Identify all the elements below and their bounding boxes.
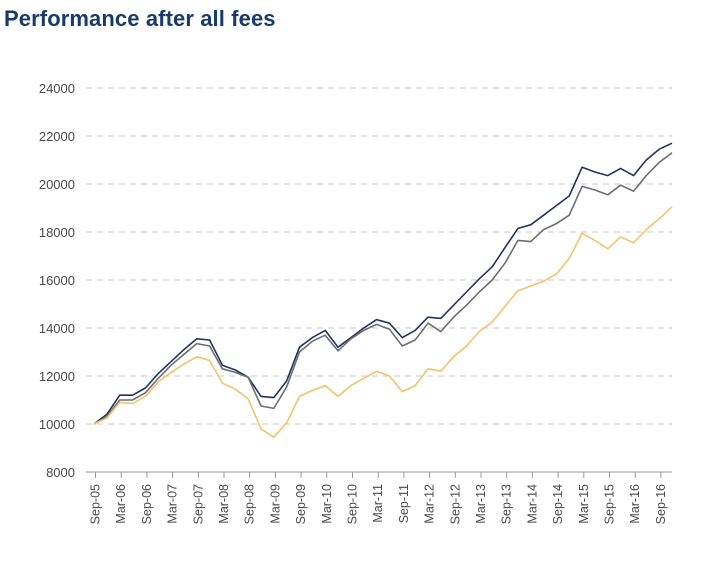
y-tick-label: 16000 <box>39 273 75 288</box>
x-axis-ticks: Sep-05 Mar-06 Sep-06 Mar-07 Sep-07 Mar-08 Sep-… <box>89 472 668 524</box>
x-tick-label: Sep-08 <box>243 484 257 524</box>
x-tick-label: Mar-15 <box>577 484 591 524</box>
x-tick-label: Sep-16 <box>654 484 668 524</box>
x-tick-label: Mar-12 <box>423 484 437 524</box>
series-line-3 <box>93 206 673 438</box>
x-tick-label: Mar-07 <box>166 484 180 524</box>
x-tick-label: Mar-14 <box>525 484 539 524</box>
x-tick-label: Sep-13 <box>500 484 514 524</box>
y-tick-label: 18000 <box>39 225 75 240</box>
x-tick-label: Mar-09 <box>268 484 282 524</box>
y-tick-label: 12000 <box>39 369 75 384</box>
x-tick-label: Sep-15 <box>603 484 617 524</box>
x-tick-label: Sep-09 <box>294 484 308 524</box>
y-tick-label: 14000 <box>39 321 75 336</box>
x-tick-label: Sep-10 <box>346 484 360 524</box>
page-title: Performance after all fees <box>4 6 276 31</box>
y-tick-label: 8000 <box>46 465 75 480</box>
x-tick-label: Sep-12 <box>448 484 462 524</box>
x-tick-label: Mar-10 <box>320 484 334 524</box>
series-line-1 <box>93 142 673 425</box>
x-tick-label: Sep-11 <box>397 484 411 523</box>
x-tick-label: Mar-13 <box>474 484 488 524</box>
x-tick-label: Mar-06 <box>114 484 128 524</box>
series-lines <box>93 142 673 438</box>
y-tick-label: 22000 <box>39 129 75 144</box>
series-line-2 <box>93 152 673 425</box>
x-tick-label: Sep-14 <box>551 484 565 524</box>
x-tick-label: Sep-05 <box>89 484 103 524</box>
grid-lines <box>86 87 672 425</box>
x-tick-label: Sep-06 <box>140 484 154 524</box>
y-tick-label: 10000 <box>39 417 75 432</box>
x-tick-label: Mar-08 <box>217 484 231 524</box>
y-axis-ticks: 8000 10000 12000 14000 16000 18000 20000 22000 2… <box>39 81 75 480</box>
y-tick-label: 24000 <box>39 81 75 96</box>
x-tick-label: Mar-11 <box>371 484 385 523</box>
y-tick-label: 20000 <box>39 177 75 192</box>
x-tick-label: Mar-16 <box>628 484 642 524</box>
x-tick-label: Sep-07 <box>191 484 205 524</box>
